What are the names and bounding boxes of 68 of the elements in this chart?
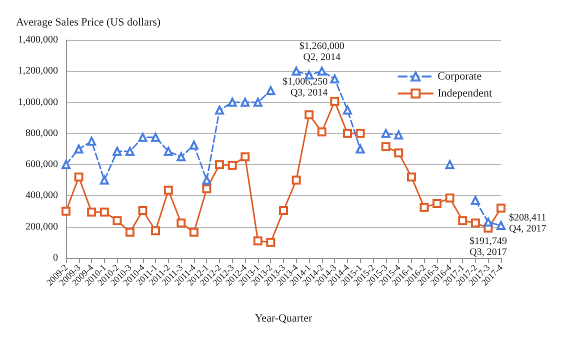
legend-label: Independent xyxy=(438,88,492,100)
point xyxy=(112,216,122,226)
point xyxy=(151,226,160,236)
point xyxy=(253,236,262,246)
point xyxy=(138,132,148,142)
annotation: $1,260,000 Q2, 2014 xyxy=(299,41,344,64)
point xyxy=(215,160,224,170)
point xyxy=(470,218,480,228)
point xyxy=(279,206,288,216)
point xyxy=(189,228,198,237)
point xyxy=(112,146,122,156)
y-tick-label: 1,200,000 xyxy=(18,66,58,77)
y-tick-label: 800,000 xyxy=(26,128,58,139)
point xyxy=(381,142,390,152)
y-axis-title: Average Sales Price (US dollars) xyxy=(16,16,161,28)
y-tick-label: 600,000 xyxy=(26,159,58,170)
annotation: $1,006,250 Q3, 2014 xyxy=(282,76,328,98)
point xyxy=(342,128,352,138)
point xyxy=(164,146,173,156)
point xyxy=(432,199,442,208)
point xyxy=(356,128,365,138)
point xyxy=(317,127,326,136)
y-tick-label: 400,000 xyxy=(26,190,58,202)
point xyxy=(330,74,340,84)
point xyxy=(381,128,390,138)
point xyxy=(470,196,480,205)
point xyxy=(138,206,148,216)
y-tick-label: 200,000 xyxy=(26,221,58,232)
point xyxy=(87,136,96,146)
point xyxy=(484,218,493,227)
point xyxy=(266,238,276,247)
point xyxy=(87,208,96,217)
point xyxy=(164,186,173,195)
point xyxy=(394,148,404,158)
point xyxy=(151,132,160,142)
point xyxy=(496,204,506,213)
point xyxy=(176,218,186,228)
point xyxy=(100,208,109,217)
point xyxy=(100,176,109,185)
legend-label: Corporate xyxy=(438,70,482,82)
y-tick-label: 1,000,000 xyxy=(18,96,58,108)
point xyxy=(304,110,314,120)
point xyxy=(240,152,250,162)
point xyxy=(228,98,237,107)
point xyxy=(228,160,237,170)
point xyxy=(176,152,186,162)
point xyxy=(445,194,454,203)
point xyxy=(420,202,429,212)
point xyxy=(125,146,134,156)
point xyxy=(253,98,262,107)
annotation: $208,411 Q4, 2017 xyxy=(509,212,546,235)
x-axis-title: Year-Quarter xyxy=(254,312,312,324)
point xyxy=(62,206,70,216)
point xyxy=(330,96,340,106)
point xyxy=(125,228,134,237)
point xyxy=(202,176,212,185)
point xyxy=(394,130,404,140)
annotation: $191,749 Q3, 2017 xyxy=(469,236,507,258)
point xyxy=(406,172,416,182)
point xyxy=(240,98,250,107)
y-tick-label: 0 xyxy=(53,252,58,264)
point xyxy=(202,184,212,194)
point xyxy=(74,172,84,182)
point xyxy=(292,66,301,76)
y-tick-label: 1,400,000 xyxy=(18,34,58,46)
point xyxy=(458,216,468,226)
point xyxy=(292,176,301,185)
point xyxy=(317,66,326,76)
